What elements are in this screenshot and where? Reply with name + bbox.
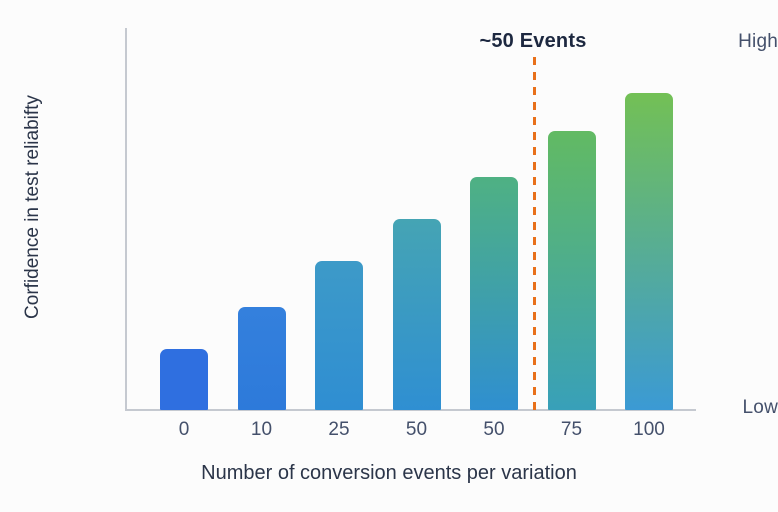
bar <box>160 348 208 410</box>
x-axis-title: Number of conversion events per variatio… <box>201 462 577 484</box>
bar <box>547 131 596 410</box>
x-axis-tick: 0 <box>178 419 190 440</box>
bar <box>625 92 673 410</box>
x-axis-tick: 10 <box>250 419 273 440</box>
bar <box>392 219 441 410</box>
x-axis-tick: 100 <box>633 419 665 440</box>
y-axis-tick-high: High <box>738 31 778 52</box>
threshold-label: ~50 Events <box>479 30 587 52</box>
bar <box>237 306 286 410</box>
x-axis-tick: 50 <box>405 419 428 440</box>
x-axis-tick: 25 <box>328 419 350 440</box>
x-axis-line <box>125 409 696 411</box>
x-axis-tick: 50 <box>483 419 505 440</box>
y-axis-line <box>125 28 127 411</box>
threshold-dashed-line <box>533 57 536 410</box>
bar <box>470 176 518 410</box>
y-axis-title: Corfidence in test reliabifty <box>22 95 43 319</box>
plot-area <box>127 28 696 410</box>
y-axis-tick-low: Low <box>742 397 778 418</box>
x-axis-tick: 75 <box>560 419 583 440</box>
bar <box>315 261 363 410</box>
